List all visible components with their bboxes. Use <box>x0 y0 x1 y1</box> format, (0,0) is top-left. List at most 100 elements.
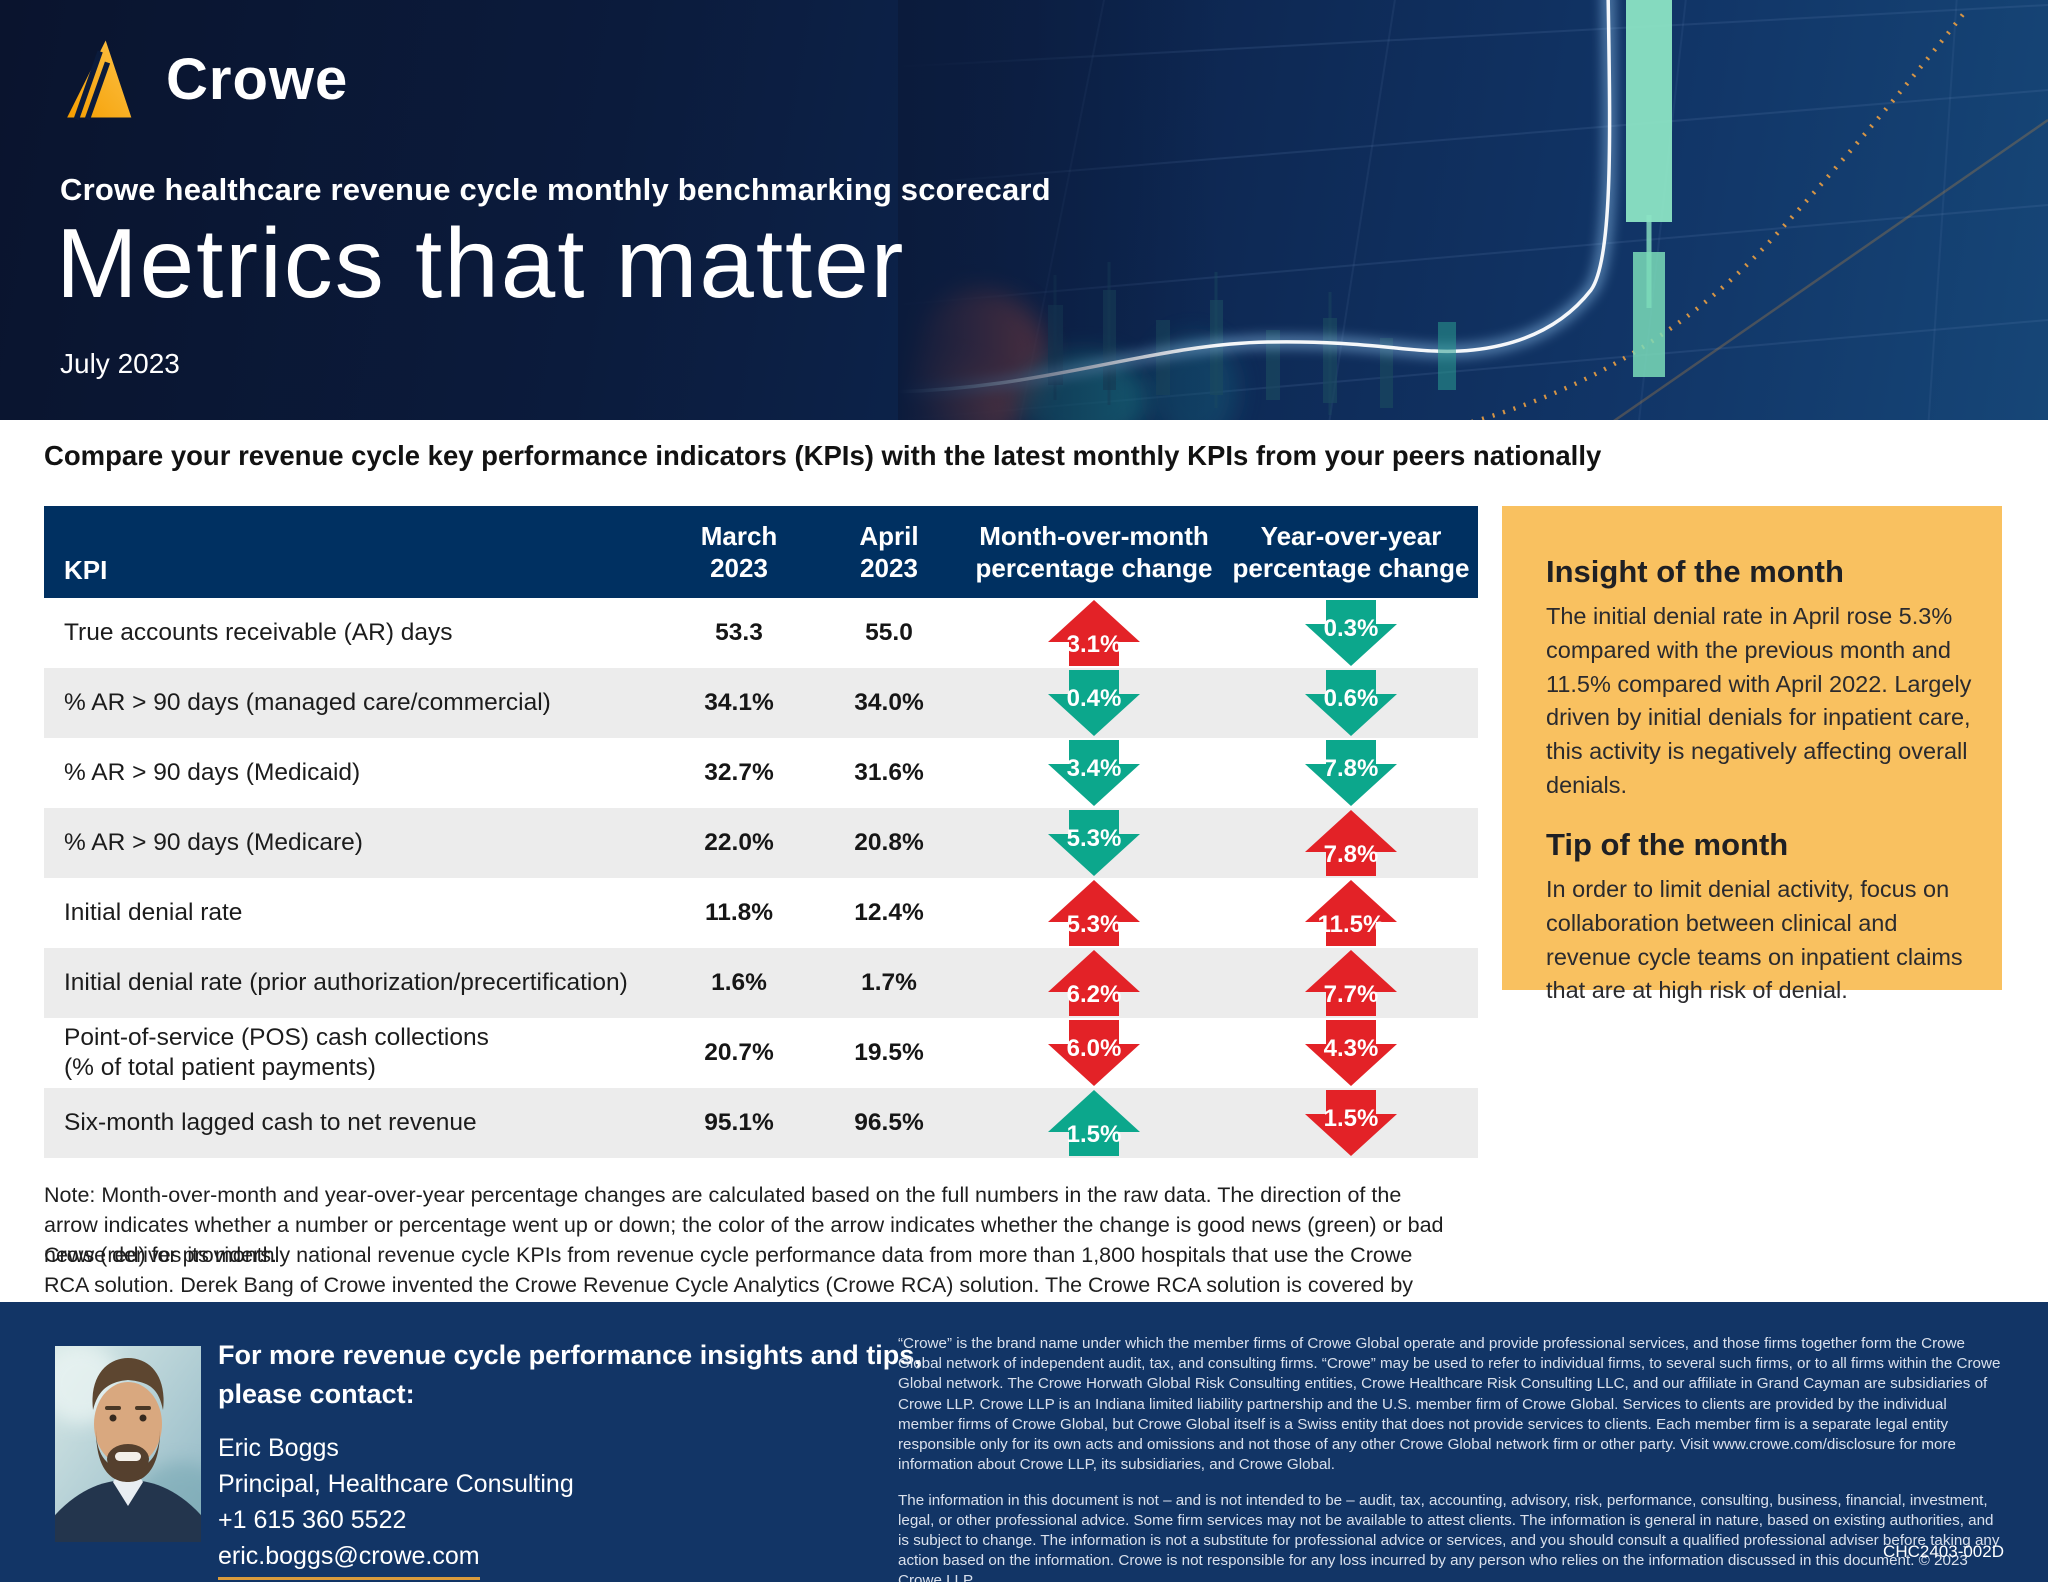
up-arrow-red-icon: 3.1% <box>1048 600 1140 666</box>
crowe-logo-text: Crowe <box>166 46 349 112</box>
insight-body: The initial denial rate in April rose 5.… <box>1546 603 1972 799</box>
up-arrow-green-icon: 1.5% <box>1048 1090 1140 1156</box>
arrow-percentage-label: 3.1% <box>1067 631 1122 658</box>
march-value: 53.3 <box>715 619 763 646</box>
down-arrow-green-icon: 0.4% <box>1048 670 1140 736</box>
column-header-yoy: Year-over-year percentage change <box>1232 520 1470 584</box>
kpi-table-header: KPI March 2023 April 2023 Month-over-mon… <box>44 506 1478 598</box>
mom-change-cell: 6.2% <box>964 950 1224 1016</box>
table-row: Six-month lagged cash to net revenue 95.1… <box>44 1088 1478 1158</box>
table-row: Initial denial rate (prior authorization… <box>44 948 1478 1018</box>
up-arrow-red-icon: 7.7% <box>1305 950 1397 1016</box>
up-arrow-red-icon: 7.8% <box>1305 810 1397 876</box>
april-value: 20.8% <box>854 829 924 856</box>
arrow-percentage-label: 1.5% <box>1324 1105 1379 1132</box>
content-row: KPI March 2023 April 2023 Month-over-mon… <box>44 506 2002 1158</box>
table-row: Point-of-service (POS) cash collections … <box>44 1018 1478 1088</box>
kpi-label: Initial denial rate <box>64 899 243 927</box>
table-row: Initial denial rate 11.8% 12.4% 5.3% 11.5% <box>44 878 1478 948</box>
hero-banner: Crowe Crowe healthcare revenue cycle mon… <box>0 0 2048 420</box>
up-arrow-red-icon: 11.5% <box>1305 880 1397 946</box>
mom-change-cell: 0.4% <box>964 670 1224 736</box>
footer: For more revenue cycle performance insig… <box>0 1302 2048 1582</box>
mom-change-cell: 5.3% <box>964 880 1224 946</box>
tip-body: In order to limit denial activity, focus… <box>1546 875 1963 1004</box>
yoy-change-cell: 7.8% <box>1224 810 1478 876</box>
down-arrow-green-icon: 7.8% <box>1305 740 1397 806</box>
arrow-percentage-label: 6.0% <box>1067 1035 1122 1062</box>
yoy-change-cell: 4.3% <box>1224 1020 1478 1086</box>
yoy-change-cell: 1.5% <box>1224 1090 1478 1156</box>
april-value: 1.7% <box>861 969 917 996</box>
crowe-logo-icon <box>67 40 132 120</box>
note-methodology: Note: Month-over-month and year-over-yea… <box>44 1183 1444 1268</box>
column-header-kpi: KPI <box>64 554 108 585</box>
contact-name: Eric Boggs <box>218 1434 339 1463</box>
contact-phone: +1 615 360 5522 <box>218 1506 407 1535</box>
legal-disclosure: “Crowe” is the brand name under which th… <box>898 1335 2001 1474</box>
yoy-change-cell: 11.5% <box>1224 880 1478 946</box>
mom-change-cell: 6.0% <box>964 1020 1224 1086</box>
contact-headshot-photo <box>55 1346 201 1542</box>
kpi-label: Initial denial rate (prior authorization… <box>64 969 628 997</box>
march-value: 95.1% <box>704 1109 774 1136</box>
insight-box: Insight of the month The initial denial … <box>1502 506 2002 1003</box>
kpi-label: % AR > 90 days (Medicare) <box>64 829 363 857</box>
kpi-label: True accounts receivable (AR) days <box>64 619 453 647</box>
table-row: % AR > 90 days (Medicaid) 32.7% 31.6% 3.4% 7… <box>44 738 1478 808</box>
up-arrow-red-icon: 6.2% <box>1048 950 1140 1016</box>
arrow-percentage-label: 1.5% <box>1067 1121 1122 1148</box>
table-row: True accounts receivable (AR) days 53.3 55… <box>44 598 1478 668</box>
mom-change-cell: 1.5% <box>964 1090 1224 1156</box>
arrow-percentage-label: 0.4% <box>1067 685 1122 712</box>
mom-change-cell: 3.1% <box>964 600 1224 666</box>
march-value: 20.7% <box>704 1039 774 1066</box>
insight-title: Insight of the month <box>1546 554 1844 589</box>
arrow-percentage-label: 7.8% <box>1324 841 1379 868</box>
down-arrow-red-icon: 1.5% <box>1305 1090 1397 1156</box>
arrow-percentage-label: 11.5% <box>1318 911 1385 938</box>
april-value: 12.4% <box>854 899 924 926</box>
down-arrow-red-icon: 6.0% <box>1048 1020 1140 1086</box>
contact-block: For more revenue cycle performance insig… <box>218 1336 922 1581</box>
april-value: 31.6% <box>854 759 924 786</box>
column-header-mom: Month-over-month percentage change <box>975 520 1213 584</box>
arrow-percentage-label: 7.7% <box>1324 981 1379 1008</box>
kpi-label: Point-of-service (POS) cash collections … <box>64 1024 489 1081</box>
arrow-percentage-label: 5.3% <box>1067 825 1122 852</box>
march-value: 11.8% <box>704 899 774 926</box>
kpi-table: KPI March 2023 April 2023 Month-over-mon… <box>44 506 1478 1158</box>
report-date: July 2023 <box>60 348 180 379</box>
arrow-percentage-label: 3.4% <box>1067 755 1122 782</box>
down-arrow-green-icon: 5.3% <box>1048 810 1140 876</box>
arrow-percentage-label: 0.6% <box>1324 685 1379 712</box>
column-header-april: April 2023 <box>859 520 919 584</box>
down-arrow-green-icon: 0.6% <box>1305 670 1397 736</box>
crowe-logo: Crowe <box>58 38 348 120</box>
down-arrow-green-icon: 3.4% <box>1048 740 1140 806</box>
arrow-percentage-label: 6.2% <box>1067 981 1122 1008</box>
down-arrow-red-icon: 4.3% <box>1305 1020 1397 1086</box>
kpi-label: Six-month lagged cash to net revenue <box>64 1109 477 1137</box>
yoy-change-cell: 7.8% <box>1224 740 1478 806</box>
april-value: 34.0% <box>854 689 924 716</box>
table-row: % AR > 90 days (Medicare) 22.0% 20.8% 5.3% 7… <box>44 808 1478 878</box>
march-value: 34.1% <box>704 689 774 716</box>
contact-role: Principal, Healthcare Consulting <box>218 1470 574 1499</box>
note-source: Crowe derives its monthly national reven… <box>44 1243 1414 1327</box>
intro-heading: Compare your revenue cycle key performan… <box>44 440 1602 471</box>
yoy-change-cell: 7.7% <box>1224 950 1478 1016</box>
document-code: CHC2403-002D <box>1883 1542 2004 1561</box>
kpi-label: % AR > 90 days (Medicaid) <box>64 759 361 787</box>
column-header-march: March 2023 <box>700 520 778 584</box>
march-value: 1.6% <box>711 969 767 996</box>
contact-email-link[interactable]: eric.boggs@crowe.com <box>218 1538 480 1581</box>
table-row: % AR > 90 days (managed care/commercial)… <box>44 668 1478 738</box>
march-value: 32.7% <box>704 759 774 786</box>
yoy-change-cell: 0.3% <box>1224 600 1478 666</box>
mom-change-cell: 5.3% <box>964 810 1224 876</box>
mom-change-cell: 3.4% <box>964 740 1224 806</box>
kpi-label: % AR > 90 days (managed care/commercial) <box>64 689 551 717</box>
down-arrow-green-icon: 0.3% <box>1305 600 1397 666</box>
